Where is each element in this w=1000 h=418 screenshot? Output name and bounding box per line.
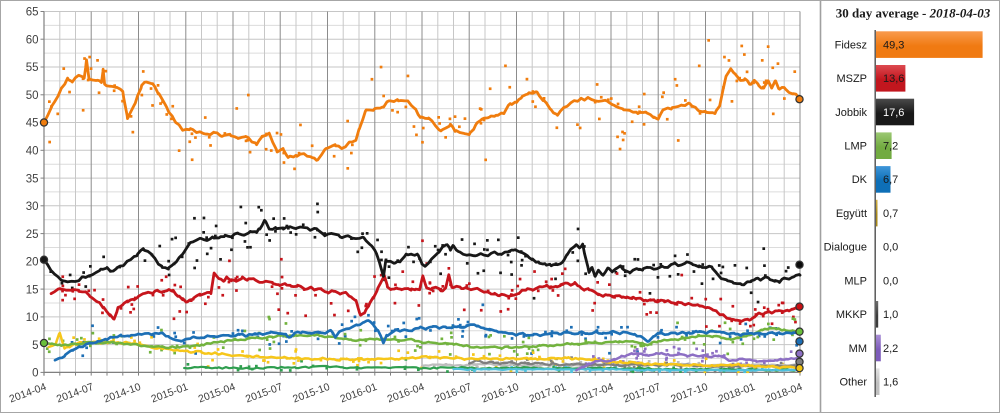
svg-text:Dialogue: Dialogue bbox=[824, 242, 867, 254]
svg-text:MLP: MLP bbox=[844, 275, 867, 287]
svg-text:25: 25 bbox=[26, 229, 39, 241]
svg-text:0,0: 0,0 bbox=[883, 275, 898, 287]
svg-text:40: 40 bbox=[26, 146, 39, 158]
svg-text:17,6: 17,6 bbox=[883, 107, 904, 119]
svg-text:DK: DK bbox=[852, 174, 868, 186]
svg-text:0: 0 bbox=[32, 368, 38, 380]
svg-text:13,6: 13,6 bbox=[883, 73, 904, 85]
svg-text:55: 55 bbox=[26, 62, 39, 74]
svg-text:60: 60 bbox=[26, 34, 39, 46]
svg-text:LMP: LMP bbox=[844, 141, 867, 153]
svg-text:MSZP: MSZP bbox=[836, 73, 867, 85]
svg-text:6,7: 6,7 bbox=[883, 174, 898, 186]
svg-text:7,2: 7,2 bbox=[883, 141, 898, 153]
svg-text:Jobbik: Jobbik bbox=[835, 107, 867, 119]
svg-text:20: 20 bbox=[26, 257, 39, 269]
svg-text:1,6: 1,6 bbox=[883, 377, 898, 389]
svg-text:Other: Other bbox=[839, 377, 867, 389]
svg-text:0,7: 0,7 bbox=[883, 208, 898, 220]
svg-text:15: 15 bbox=[26, 284, 39, 296]
svg-text:30: 30 bbox=[26, 201, 39, 213]
svg-text:5: 5 bbox=[32, 340, 38, 352]
svg-text:2,2: 2,2 bbox=[883, 343, 898, 355]
svg-text:50: 50 bbox=[26, 90, 39, 102]
svg-text:30 day average - 2018-04-03: 30 day average - 2018-04-03 bbox=[836, 6, 991, 21]
svg-text:1,0: 1,0 bbox=[883, 309, 898, 321]
svg-text:Fidesz: Fidesz bbox=[835, 39, 867, 51]
svg-text:10: 10 bbox=[26, 312, 39, 324]
svg-text:Együtt: Együtt bbox=[836, 208, 867, 220]
svg-text:65: 65 bbox=[26, 7, 39, 19]
svg-text:MKKP: MKKP bbox=[836, 309, 867, 321]
svg-text:0,0: 0,0 bbox=[883, 242, 898, 254]
svg-text:49,3: 49,3 bbox=[883, 39, 904, 51]
svg-text:35: 35 bbox=[26, 173, 39, 185]
svg-text:45: 45 bbox=[26, 118, 39, 130]
svg-text:MM: MM bbox=[849, 343, 867, 355]
